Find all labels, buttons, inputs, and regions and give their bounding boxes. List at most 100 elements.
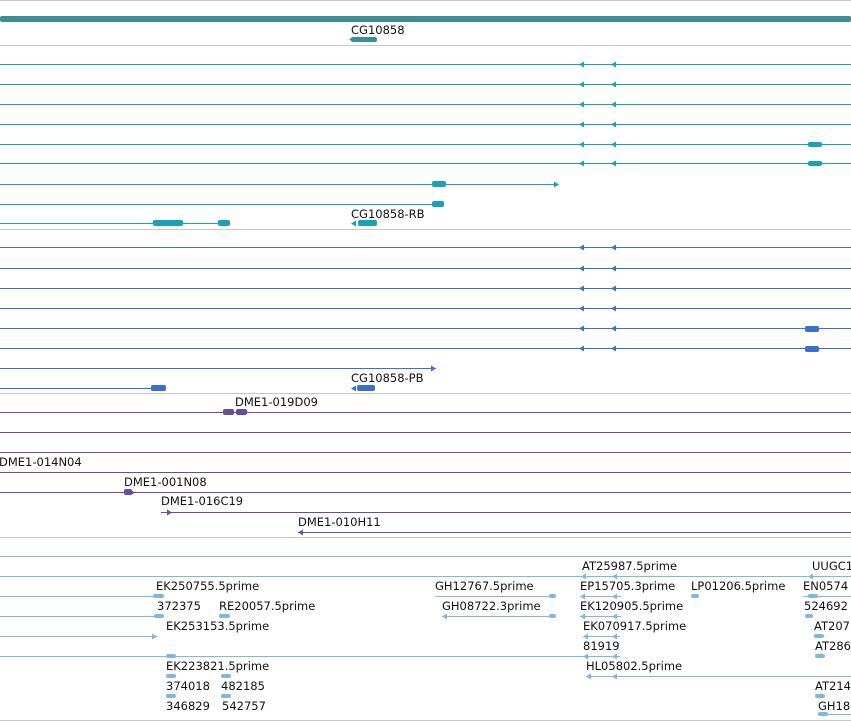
est-block <box>549 614 556 618</box>
est-label[interactable]: 542757 <box>222 699 266 713</box>
protein-exon <box>805 346 819 352</box>
est-block <box>549 594 556 598</box>
est-label[interactable]: GH08722.3prime <box>442 599 541 613</box>
est-block <box>153 594 164 598</box>
protein-exon <box>805 326 819 332</box>
clone-arrow <box>130 489 135 496</box>
est-label[interactable]: EK223821.5prime <box>166 659 270 673</box>
clone-label[interactable]: DME1-019D09 <box>235 395 318 409</box>
clone-block <box>236 409 247 415</box>
est-label[interactable]: LP01206.5prime <box>691 579 786 593</box>
est-label[interactable]: EK253153.5prime <box>166 619 270 633</box>
est-arrow <box>586 673 591 680</box>
est-arrow <box>152 633 157 640</box>
est-label[interactable]: AT286 <box>815 639 851 653</box>
gene-span-bar <box>0 16 851 22</box>
est-arrow <box>580 613 585 620</box>
exon-arrow <box>579 305 584 312</box>
est-block <box>691 594 699 598</box>
est-label[interactable]: EK120905.5prime <box>580 599 684 613</box>
exon-arrow <box>611 244 616 251</box>
exon-arrow <box>579 81 584 88</box>
est-arrow <box>612 673 617 680</box>
est-block <box>166 694 176 698</box>
est-arrow <box>612 633 617 640</box>
clone-arrow <box>167 509 172 516</box>
est-arrow <box>612 573 617 580</box>
est-arrow <box>581 573 586 580</box>
est-arrow <box>583 633 588 640</box>
exon-arrow <box>611 285 616 292</box>
exon-arrow <box>611 160 616 167</box>
exon-arrow <box>611 141 616 148</box>
est-label[interactable]: GH18 <box>818 699 851 713</box>
exon-arrow <box>611 81 616 88</box>
est-arrow <box>612 593 617 600</box>
exon-arrow <box>351 220 356 227</box>
exon-arrow <box>611 345 616 352</box>
est-label[interactable]: RE20057.5prime <box>219 599 316 613</box>
est-label[interactable]: 372375 <box>157 599 201 613</box>
transcript-exon <box>808 142 822 147</box>
est-label[interactable]: 346829 <box>166 699 210 713</box>
exon-arrow <box>579 160 584 167</box>
exon-arrow <box>351 385 356 392</box>
est-label[interactable]: 374018 <box>166 679 210 693</box>
est-label[interactable]: UUGC1 <box>812 559 851 573</box>
est-label[interactable]: AT25987.5prime <box>582 559 678 573</box>
strand-arrow <box>349 36 354 43</box>
clone-arrow <box>298 529 303 536</box>
exon-arrow <box>579 244 584 251</box>
transcript-exon <box>218 220 230 226</box>
est-label[interactable]: AT207 <box>814 619 850 633</box>
est-block <box>154 614 164 618</box>
exon-arrow <box>611 325 616 332</box>
clone-label[interactable]: DME1-001N08 <box>124 475 207 489</box>
clone-label[interactable]: DME1-014N04 <box>0 455 82 469</box>
clone-label[interactable]: DME1-010H11 <box>298 515 381 529</box>
est-block <box>815 654 825 658</box>
est-label[interactable]: EP15705.3prime <box>580 579 676 593</box>
transcript-exon <box>358 220 377 226</box>
est-label[interactable]: HL05802.5prime <box>586 659 683 673</box>
est-label[interactable]: EN0574 <box>803 579 849 593</box>
est-label[interactable]: EK070917.5prime <box>583 619 687 633</box>
exon-arrow <box>579 285 584 292</box>
est-arrow <box>580 593 585 600</box>
est-arrow <box>808 573 813 580</box>
transcript-exon <box>432 201 444 207</box>
est-label[interactable]: GH12767.5prime <box>435 579 534 593</box>
exon-arrow <box>579 141 584 148</box>
est-block <box>818 712 828 716</box>
feature-exons <box>0 16 851 716</box>
exon-arrow <box>611 305 616 312</box>
exon-arrow <box>579 345 584 352</box>
transcript-exon <box>432 181 446 187</box>
clone-label[interactable]: DME1-016C19 <box>161 494 244 508</box>
gene-label[interactable]: CG10858 <box>351 23 405 37</box>
est-label[interactable]: EK250755.5prime <box>156 579 260 593</box>
est-label[interactable]: 81919 <box>583 639 620 653</box>
est-block <box>166 674 176 678</box>
est-label[interactable]: 482185 <box>221 679 265 693</box>
est-arrow <box>612 653 617 660</box>
est-arrow <box>583 653 588 660</box>
transcript-label[interactable]: CG10858-RB <box>351 207 425 221</box>
clone-block <box>223 409 234 415</box>
est-block <box>808 594 818 598</box>
exon-arrow <box>611 265 616 272</box>
est-arrow <box>442 613 447 620</box>
est-block <box>221 674 231 678</box>
protein-exon <box>357 385 375 391</box>
est-label[interactable]: AT214 <box>815 679 851 693</box>
est-block <box>815 694 825 698</box>
est-block <box>814 634 824 638</box>
est-label[interactable]: 524692 <box>804 599 848 613</box>
est-block <box>219 614 230 618</box>
protein-label[interactable]: CG10858-PB <box>351 371 424 385</box>
feature-lines <box>0 64 851 715</box>
transcript-exon <box>808 161 822 166</box>
transcript-exon <box>153 220 183 226</box>
exon-arrow <box>579 265 584 272</box>
